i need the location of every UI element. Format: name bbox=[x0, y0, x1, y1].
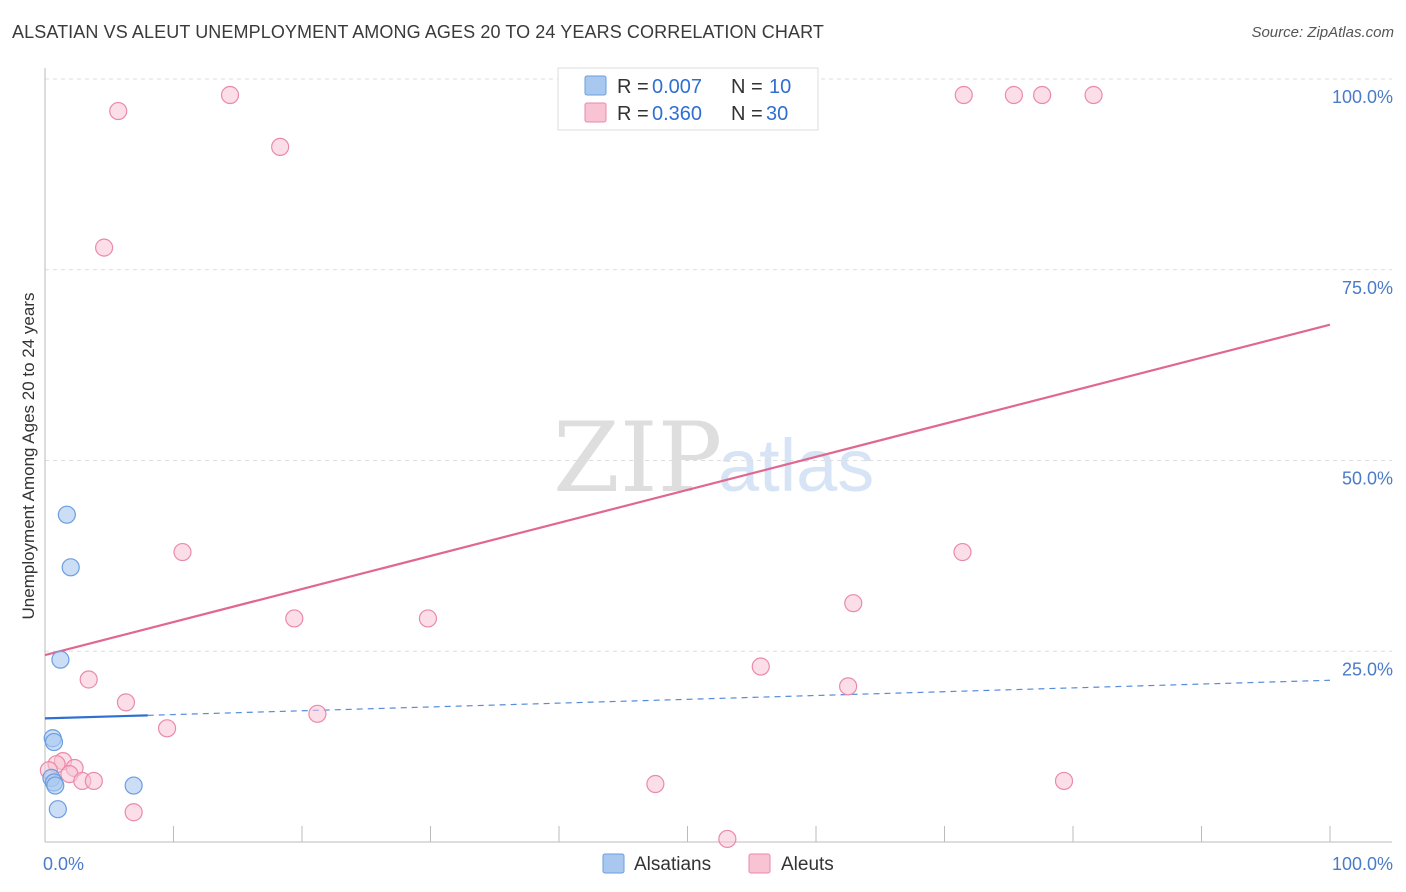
x-tick-label-100: 100.0% bbox=[1332, 854, 1393, 874]
point-alsatians-1 bbox=[61, 558, 80, 577]
series-legend-label-alsatians: Alsatians bbox=[634, 854, 711, 875]
point-aleuts-26 bbox=[646, 774, 665, 794]
point-aleuts-3 bbox=[954, 85, 973, 105]
series-legend-label-aleuts: Aleuts bbox=[781, 854, 834, 875]
legend-swatch-alsatians bbox=[584, 75, 607, 96]
data-points bbox=[39, 85, 1103, 849]
point-aleuts-2 bbox=[271, 137, 290, 157]
source-label: Source: ZipAtlas.com bbox=[1251, 24, 1394, 41]
point-aleuts-11 bbox=[418, 609, 438, 628]
point-aleuts-18 bbox=[157, 719, 177, 738]
point-aleuts-6 bbox=[1084, 85, 1103, 105]
axes bbox=[44, 68, 1392, 843]
point-aleuts-28 bbox=[124, 803, 143, 822]
point-aleuts-7 bbox=[95, 238, 114, 257]
point-aleuts-9 bbox=[953, 542, 972, 562]
point-aleuts-29 bbox=[718, 829, 737, 849]
point-alsatians-4 bbox=[44, 732, 64, 752]
stats-legend: R = 0.007 N = 10 R = 0.360 N = 30 bbox=[557, 67, 819, 131]
series-legend-swatch-aleuts bbox=[748, 853, 771, 874]
point-aleuts-25 bbox=[84, 771, 103, 791]
y-tick-label-100: 100.0% bbox=[1332, 87, 1393, 107]
legend-n-value-aleuts: 30 bbox=[766, 103, 788, 125]
point-aleuts-13 bbox=[751, 657, 770, 676]
point-alsatians-0 bbox=[57, 505, 76, 524]
legend-swatch-aleuts bbox=[584, 102, 607, 123]
legend-n-label-aleuts: N = bbox=[731, 103, 763, 125]
watermark-atlas: atlas bbox=[718, 424, 874, 507]
legend-r-label-alsatians: R = bbox=[617, 76, 649, 98]
y-tick-label-75: 75.0% bbox=[1342, 278, 1393, 298]
point-aleuts-8 bbox=[173, 542, 192, 562]
series-legend-swatch-alsatians bbox=[602, 853, 625, 874]
point-aleuts-15 bbox=[839, 677, 858, 696]
trend-line-aleuts bbox=[44, 323, 1331, 657]
trend-line-alsatians-solid bbox=[44, 714, 148, 720]
x-tick-label-0: 0.0% bbox=[43, 854, 84, 874]
y-tick-label-25: 25.0% bbox=[1342, 659, 1393, 679]
trend-lines bbox=[44, 323, 1331, 720]
point-aleuts-0 bbox=[220, 85, 240, 105]
point-aleuts-27 bbox=[1054, 771, 1074, 791]
x-tick-labels: 0.0% 100.0% bbox=[43, 854, 1393, 874]
point-aleuts-17 bbox=[308, 704, 327, 723]
y-tick-label-50: 50.0% bbox=[1342, 469, 1393, 489]
point-aleuts-5 bbox=[1033, 85, 1052, 105]
legend-r-value-alsatians: 0.007 bbox=[652, 76, 702, 98]
legend-n-label-alsatians: N = bbox=[731, 76, 763, 98]
point-aleuts-14 bbox=[79, 670, 98, 689]
chart-title: ALSATIAN VS ALEUT UNEMPLOYMENT AMONG AGE… bbox=[12, 22, 824, 42]
y-axis-label: Unemployment Among Ages 20 to 24 years bbox=[19, 293, 38, 620]
point-aleuts-1 bbox=[109, 101, 128, 121]
grid-lines bbox=[45, 78, 1392, 652]
legend-r-label-aleuts: R = bbox=[617, 103, 649, 125]
y-tick-labels: 100.0% 75.0% 50.0% 25.0% bbox=[1332, 87, 1393, 679]
legend-n-value-alsatians: 10 bbox=[769, 76, 791, 98]
point-aleuts-10 bbox=[285, 609, 304, 628]
watermark-zip: ZIP bbox=[553, 402, 722, 514]
point-aleuts-4 bbox=[1004, 85, 1023, 105]
point-alsatians-7 bbox=[46, 776, 65, 795]
point-aleuts-16 bbox=[116, 693, 136, 712]
legend-r-value-aleuts: 0.360 bbox=[652, 103, 702, 125]
point-alsatians-8 bbox=[124, 776, 143, 795]
point-alsatians-2 bbox=[51, 650, 70, 669]
point-alsatians-9 bbox=[48, 800, 67, 819]
series-legend: Alsatians Aleuts bbox=[602, 853, 834, 875]
point-aleuts-12 bbox=[844, 594, 863, 613]
